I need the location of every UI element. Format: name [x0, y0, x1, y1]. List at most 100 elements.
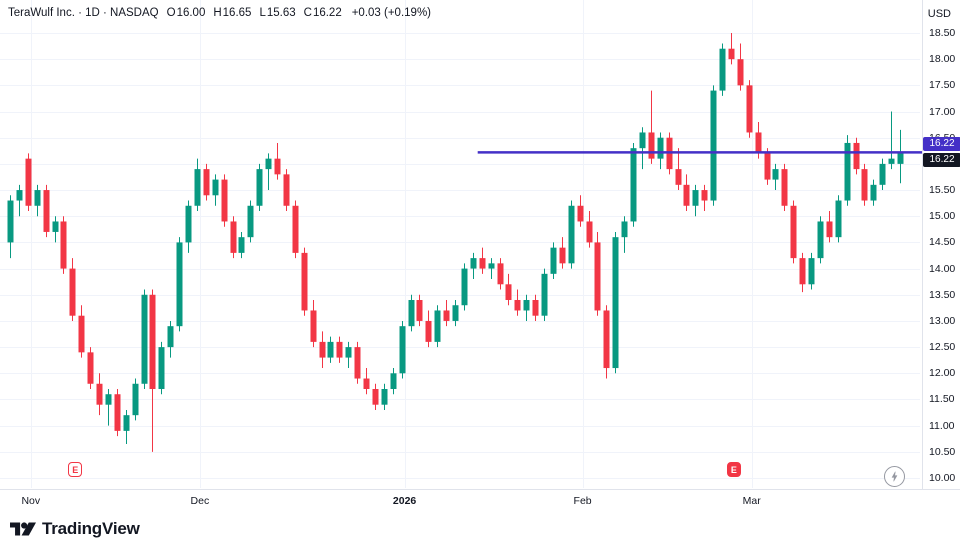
candle-up: [470, 252, 477, 280]
candle-up: [167, 320, 174, 358]
price-tick-label: 11.00: [929, 419, 955, 432]
candle-down: [25, 153, 32, 211]
earnings-marker[interactable]: E: [726, 462, 741, 477]
candle-up: [194, 158, 201, 211]
candle-up: [7, 195, 14, 259]
lightning-icon: [891, 471, 898, 482]
candle-down: [683, 174, 690, 211]
candle-up: [123, 409, 130, 444]
candle-down: [737, 43, 744, 91]
candle-down: [301, 247, 308, 316]
time-axis[interactable]: Nov Dec 2026 Feb Mar: [0, 489, 960, 513]
candle-up: [461, 263, 468, 311]
last-price-badge[interactable]: 16.22: [923, 153, 960, 168]
candle-up: [657, 132, 664, 170]
price-tick-label: 12.50: [929, 341, 956, 354]
low-value: 15.63: [266, 7, 296, 19]
symbol-title[interactable]: TeraWulf Inc. · 1D · NASDAQ: [8, 7, 159, 19]
candle-up: [434, 305, 441, 348]
candle-up: [523, 294, 530, 321]
close-value: 16.22: [312, 7, 342, 19]
candle-up: [141, 289, 148, 389]
candle-down: [425, 310, 432, 348]
currency-label[interactable]: USD: [927, 8, 951, 20]
candle-up: [870, 179, 877, 206]
candle-down: [505, 273, 512, 306]
candle-down: [746, 80, 753, 138]
candle-down: [790, 200, 797, 264]
price-tick-label: 12.00: [929, 367, 956, 380]
time-tick-label: Nov: [21, 495, 41, 507]
line-price-badge[interactable]: 16.22: [923, 137, 960, 152]
candle-down: [799, 252, 806, 293]
price-tick-label: 10.00: [929, 472, 956, 484]
candle-down: [675, 148, 682, 191]
candle-up: [16, 184, 23, 217]
candle-up: [452, 300, 459, 327]
price-tick-label: 14.50: [929, 236, 956, 249]
candle-up: [265, 153, 272, 191]
earnings-marker[interactable]: E: [68, 462, 83, 477]
candle-down: [274, 142, 281, 180]
time-tick-label: Mar: [742, 495, 761, 507]
chart-canvas[interactable]: [0, 0, 922, 489]
change-value: +0.03 (+0.19%): [351, 7, 431, 19]
candle-up: [381, 383, 388, 410]
candle-down: [114, 389, 121, 437]
candle-down: [363, 368, 370, 395]
candle-up: [568, 200, 575, 269]
candle-up: [844, 135, 851, 206]
price-tick-label: 13.50: [929, 288, 956, 301]
candle-up: [132, 378, 139, 421]
close-label: C: [303, 7, 312, 19]
tradingview-branding[interactable]: TradingView: [10, 519, 140, 539]
price-axis[interactable]: 16.22 16.22 18.5018.0017.5017.0016.5016.…: [922, 0, 960, 489]
candle-up: [488, 258, 495, 280]
candle-down: [826, 211, 833, 243]
candle-up: [817, 216, 824, 264]
candle-down: [764, 148, 771, 185]
candle-down: [532, 294, 539, 321]
candle-up: [176, 237, 183, 332]
candle-up: [238, 231, 245, 259]
candle-down: [310, 300, 317, 348]
candle-up: [256, 163, 263, 211]
candle-down: [69, 258, 76, 321]
candle-down: [354, 341, 361, 384]
candle-up: [550, 242, 557, 280]
candle-down: [283, 169, 290, 211]
quick-trade-button[interactable]: [884, 466, 905, 487]
candle-down: [603, 305, 610, 379]
price-tick-label: 17.50: [929, 79, 956, 92]
candle-down: [701, 184, 708, 211]
candle-down: [149, 289, 156, 452]
price-tick-label: 13.00: [929, 314, 956, 327]
candle-up: [399, 320, 406, 379]
candle-down: [853, 137, 860, 175]
candle-up: [105, 389, 112, 426]
price-tick-label: 18.00: [929, 53, 956, 66]
candle-down: [577, 195, 584, 227]
candle-down: [230, 216, 237, 259]
open-readout: O 16.00: [167, 7, 206, 19]
candle-down: [781, 163, 788, 211]
candle-down: [43, 184, 50, 238]
candle-up: [772, 163, 779, 191]
candle-up: [185, 200, 192, 253]
high-readout: H 16.65: [213, 7, 251, 19]
candle-down: [594, 231, 601, 316]
price-tick-label: 11.50: [929, 393, 955, 406]
candle-down: [60, 216, 67, 274]
candle-down: [203, 163, 210, 201]
candle-up: [835, 195, 842, 243]
time-tick-label: Feb: [573, 495, 592, 507]
open-label: O: [166, 7, 176, 19]
candle-up: [158, 341, 165, 395]
high-label: H: [213, 7, 222, 19]
candle-down: [479, 247, 486, 274]
candle-up: [692, 184, 699, 217]
candle-up: [808, 252, 815, 290]
candle-down: [319, 331, 326, 369]
candle-up: [345, 341, 352, 369]
